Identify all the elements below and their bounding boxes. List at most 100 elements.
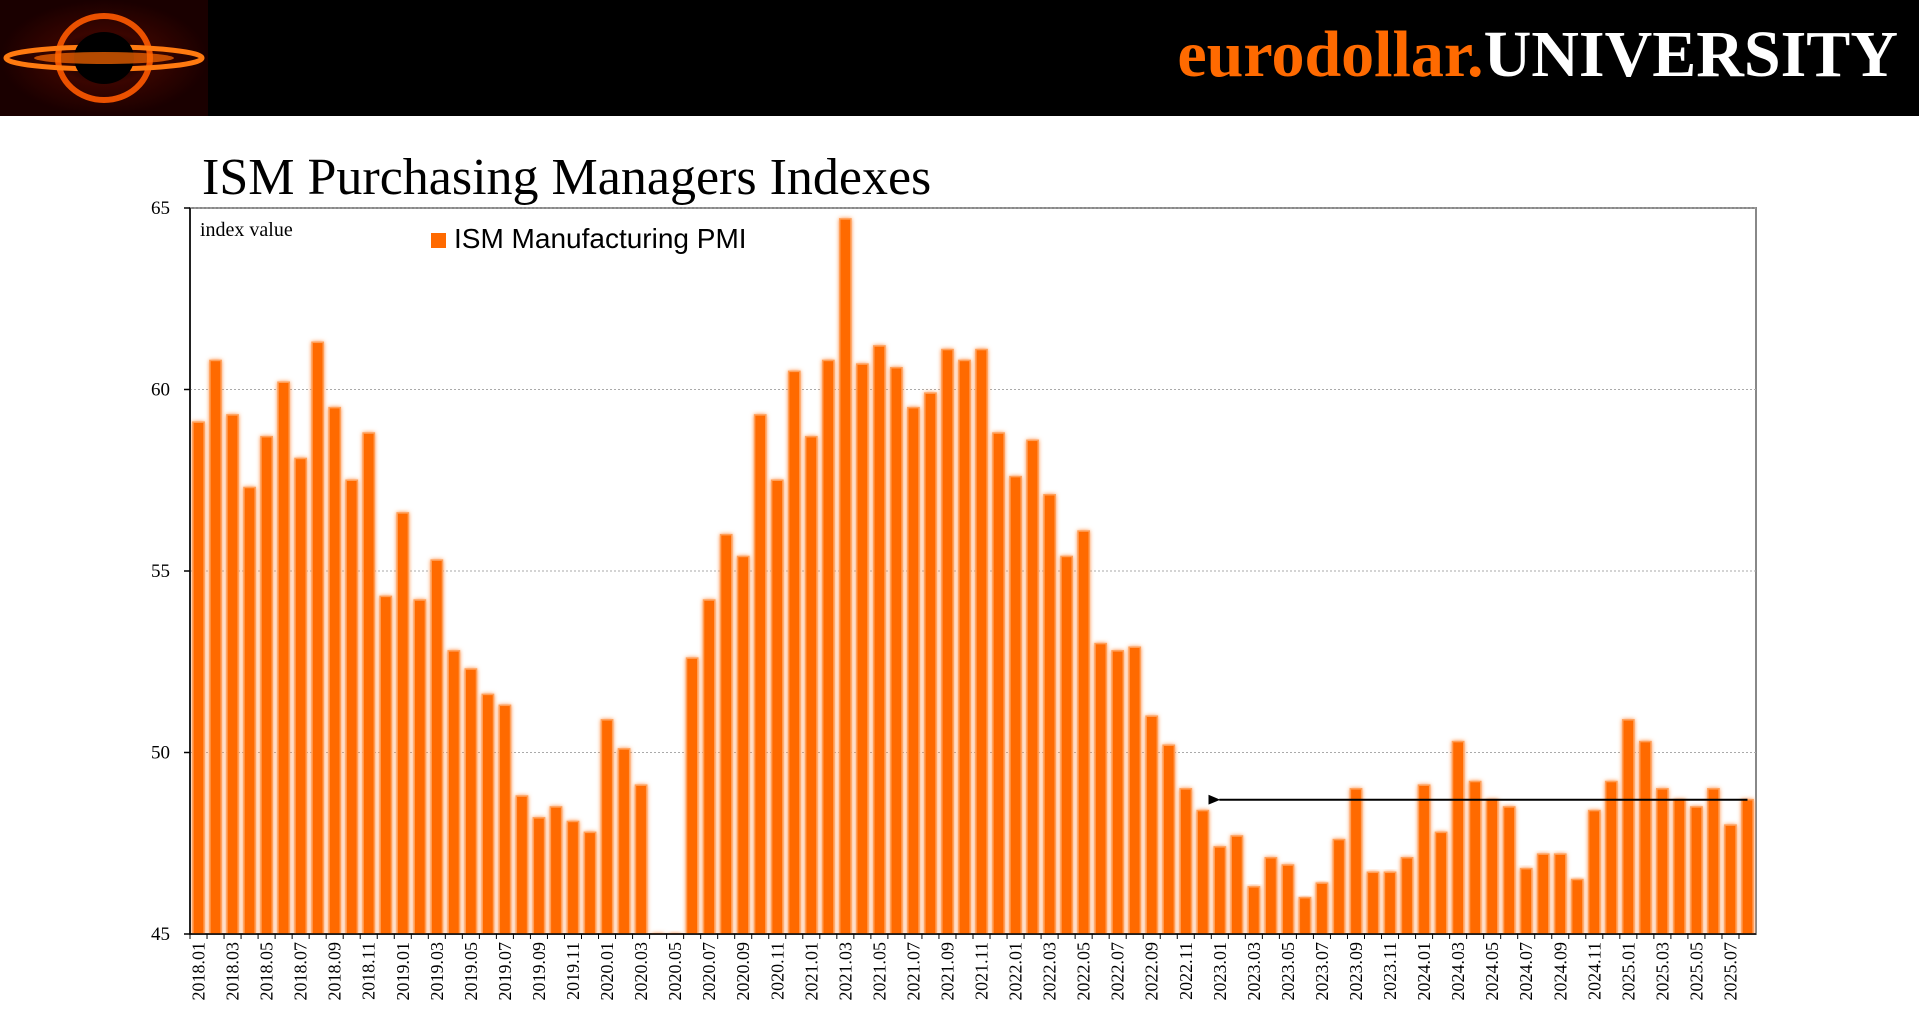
bar bbox=[838, 218, 852, 934]
y-tick-label: 65 bbox=[151, 198, 170, 219]
bar bbox=[770, 479, 784, 934]
bar bbox=[1213, 846, 1227, 934]
bar bbox=[1690, 806, 1703, 934]
bar bbox=[1332, 838, 1346, 934]
x-tick-label: 2024.11 bbox=[1584, 942, 1604, 1000]
x-tick-label: 2021.01 bbox=[801, 942, 821, 1001]
x-tick-label: 2020.11 bbox=[767, 942, 787, 1000]
x-tick-label: 2022.05 bbox=[1074, 942, 1094, 1001]
y-tick-label: 45 bbox=[151, 924, 170, 945]
bar bbox=[1570, 878, 1584, 934]
bar bbox=[1247, 886, 1261, 934]
bar bbox=[1145, 715, 1159, 934]
bar bbox=[736, 555, 750, 934]
x-tick-label: 2019.03 bbox=[427, 942, 447, 1001]
bar bbox=[617, 748, 631, 934]
y-tick-label: 55 bbox=[151, 561, 170, 582]
y-axis-label: index value bbox=[200, 219, 293, 241]
bar bbox=[515, 795, 529, 934]
x-tick-label: 2021.11 bbox=[972, 942, 992, 1000]
x-tick-label: 2024.07 bbox=[1516, 942, 1536, 1001]
axes: 45 50 55 60 65 2018.01 2018.03 2018.05 2018.07 20… bbox=[151, 198, 1756, 1001]
bar bbox=[294, 457, 308, 934]
bar bbox=[1468, 780, 1482, 934]
x-tick-label: 2020.03 bbox=[631, 942, 651, 1001]
bar bbox=[1707, 788, 1720, 934]
bar bbox=[1502, 806, 1516, 934]
x-tick-label: 2020.05 bbox=[665, 942, 685, 1001]
x-tick-label: 2020.01 bbox=[597, 942, 617, 1001]
x-tick-label: 2021.09 bbox=[937, 942, 957, 1001]
x-tick-label: 2019.05 bbox=[461, 942, 481, 1001]
bar bbox=[566, 820, 580, 934]
bars bbox=[192, 218, 1754, 934]
bar bbox=[975, 348, 988, 934]
x-tick-label: 2019.09 bbox=[529, 942, 549, 1001]
bar bbox=[1485, 798, 1499, 934]
bar bbox=[1060, 555, 1073, 934]
bar bbox=[804, 435, 818, 934]
x-tick-label: 2024.03 bbox=[1448, 942, 1468, 1001]
bar bbox=[992, 432, 1005, 934]
bar bbox=[1043, 494, 1056, 934]
bar bbox=[260, 435, 273, 934]
bar bbox=[651, 933, 665, 934]
bar bbox=[1281, 864, 1295, 934]
bar bbox=[209, 359, 222, 934]
bar bbox=[1264, 857, 1278, 934]
bar bbox=[1179, 788, 1193, 934]
x-tick-label: 2019.01 bbox=[393, 942, 413, 1001]
x-tick-label: 2018.05 bbox=[257, 942, 277, 1001]
legend-swatch bbox=[431, 233, 446, 248]
bar bbox=[1230, 835, 1244, 934]
bar bbox=[1741, 798, 1754, 934]
bar bbox=[1604, 780, 1618, 934]
bar bbox=[430, 559, 444, 934]
chart-title: ISM Purchasing Managers Indexes bbox=[202, 149, 931, 206]
bar bbox=[1196, 809, 1210, 934]
x-tick-label: 2021.07 bbox=[903, 942, 923, 1001]
bar bbox=[413, 599, 427, 934]
bar bbox=[396, 512, 410, 934]
x-tick-label: 2021.03 bbox=[835, 942, 855, 1001]
x-tick-label: 2023.09 bbox=[1346, 942, 1366, 1001]
bar bbox=[464, 668, 478, 934]
x-tick-label: 2023.03 bbox=[1244, 942, 1264, 1001]
x-tick-label: 2025.01 bbox=[1618, 942, 1638, 1001]
x-tick-label: 2024.05 bbox=[1482, 942, 1502, 1001]
bar bbox=[1536, 853, 1550, 934]
x-tick-label: 2022.01 bbox=[1006, 942, 1026, 1001]
y-tick-label: 60 bbox=[151, 380, 170, 401]
bar bbox=[498, 704, 512, 934]
x-tick-label: 2020.09 bbox=[733, 942, 753, 1001]
x-tick-label: 2022.03 bbox=[1040, 942, 1060, 1001]
bar bbox=[1400, 857, 1414, 934]
bar bbox=[1553, 853, 1567, 934]
bar bbox=[1417, 784, 1431, 934]
bar bbox=[1298, 896, 1312, 934]
bar bbox=[634, 784, 648, 934]
bar bbox=[702, 599, 716, 934]
x-tick-label: 2018.07 bbox=[291, 942, 311, 1001]
bar bbox=[1638, 740, 1652, 934]
bar bbox=[1162, 744, 1176, 934]
bar bbox=[328, 406, 342, 934]
bar bbox=[1009, 475, 1022, 934]
bar bbox=[481, 693, 495, 934]
x-tick-label: 2022.07 bbox=[1108, 942, 1128, 1001]
x-tick-label: 2020.07 bbox=[699, 942, 719, 1001]
bar bbox=[447, 650, 461, 934]
x-tick-label: 2018.03 bbox=[223, 942, 243, 1001]
bar bbox=[941, 348, 954, 934]
bar bbox=[1451, 740, 1465, 934]
x-tick-label: 2018.01 bbox=[189, 942, 209, 1001]
x-tick-label: 2025.05 bbox=[1686, 942, 1706, 1001]
bar bbox=[821, 359, 835, 934]
bar bbox=[907, 406, 920, 934]
bar bbox=[1111, 650, 1125, 934]
bar bbox=[583, 831, 597, 934]
bar bbox=[1366, 871, 1380, 934]
bar bbox=[1026, 439, 1039, 934]
